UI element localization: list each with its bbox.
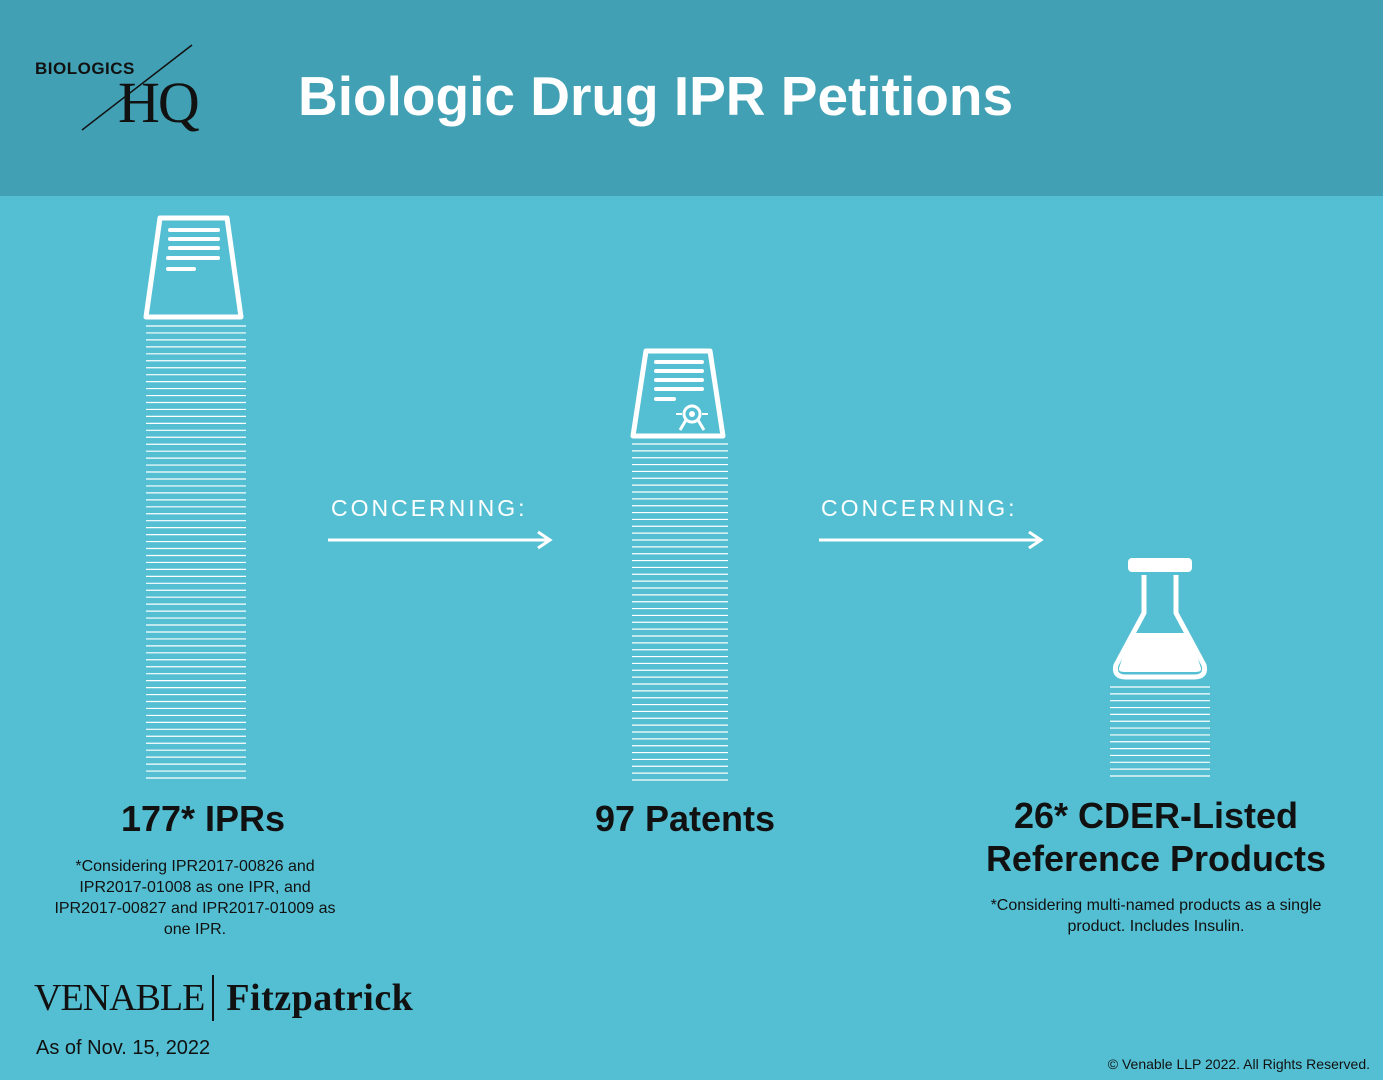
footnote-line: IPR2017-00827 and IPR2017-01009 as [54,900,336,917]
ipr-count-headline: 177* IPRs [120,798,286,839]
logo-slash-icon [81,44,193,131]
as-of-date: As of Nov. 15, 2022 [36,1037,211,1059]
product-headline-line: Reference Products [985,838,1327,879]
footnote-line: *Considering multi-named products as a s… [990,897,1322,914]
product-headline-line: 26* CDER-Listed [1013,795,1299,836]
certificate-icon [630,348,726,439]
footnote-line: product. Includes Insulin. [1067,918,1245,935]
product-footnote: *Considering multi-named products as a s… [950,895,1362,937]
concerning-label-1: CONCERNING: [331,495,528,521]
document-icon [143,215,244,320]
logo-divider [212,975,215,1021]
concerning-label-2: CONCERNING: [821,495,1018,521]
right-arrow-icon [328,530,553,550]
venable-wordmark: VENABLE [34,977,205,1019]
fitzpatrick-wordmark: Fitzpatrick [226,977,414,1019]
biologics-hq-logo: BIOLOGICS HQ [28,40,258,160]
copyright-notice: © Venable LLP 2022. All Rights Reserved. [1107,1056,1370,1072]
stack-lines [146,325,246,779]
logo-hq-text: HQ [118,70,200,135]
right-arrow-icon [819,530,1044,550]
footnote-line: one IPR. [163,921,227,938]
ipr-stack [143,215,246,779]
footnote-line: IPR2017-01008 as one IPR, and [79,879,311,896]
patent-count-headline: 97 Patents [594,798,776,839]
logo-top-text: BIOLOGICS [35,59,135,78]
patent-stack [630,348,728,781]
venable-fitzpatrick-logo: VENABLE Fitzpatrick [34,972,413,1024]
product-stack [1110,558,1210,777]
product-count-headline: 26* CDER-Listed Reference Products [956,794,1356,880]
stack-lines [632,443,728,781]
ipr-footnote: *Considering IPR2017-00826 and IPR2017-0… [20,856,370,940]
footnote-line: *Considering IPR2017-00826 and [75,858,315,875]
stack-lines [1110,686,1210,777]
flask-icon [1113,558,1207,680]
page-title: Biologic Drug IPR Petitions [298,65,1014,127]
header-banner: BIOLOGICS HQ Biologic Drug IPR Petitions [0,0,1383,196]
